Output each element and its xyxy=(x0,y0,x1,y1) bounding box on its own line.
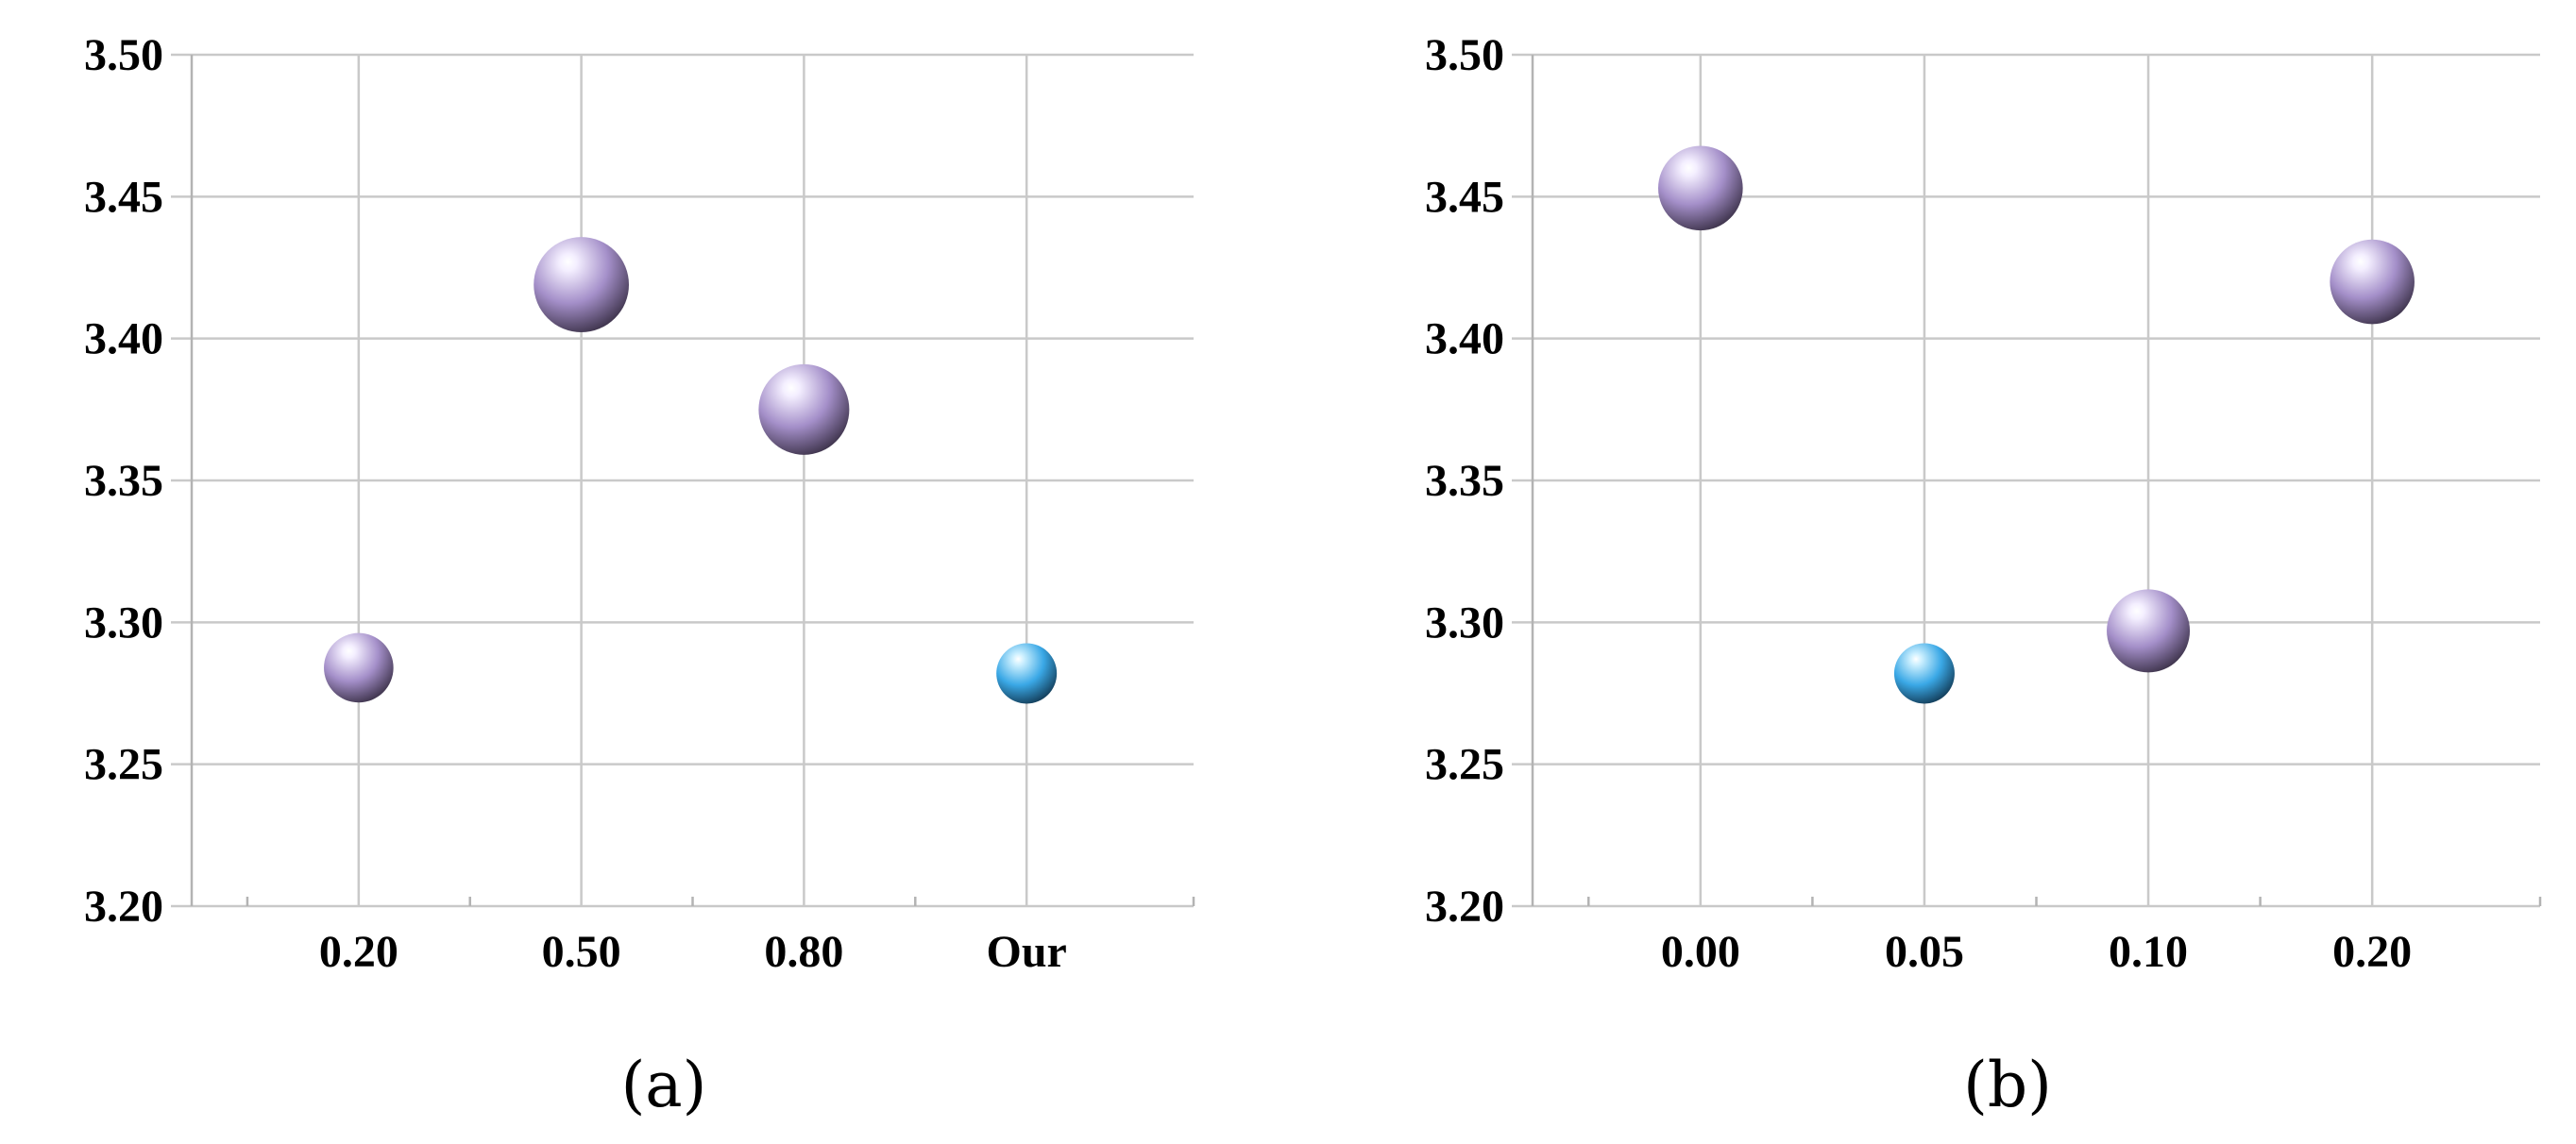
y-tick-label: 3.50 xyxy=(84,30,163,80)
x-tick-label: 0.05 xyxy=(1885,927,1964,977)
chart-a: 3.20 3.25 3.30 3.35 3.40 3.45 3.50 0.20 0.50 0.80… xyxy=(84,30,1195,1121)
bubble-0.10 xyxy=(2107,589,2191,673)
subfigure-caption: (b) xyxy=(1963,1049,2052,1121)
y-tick-label: 3.35 xyxy=(84,456,163,506)
x-tick-label: 0.80 xyxy=(764,927,843,977)
y-tick-label: 3.25 xyxy=(1425,740,1504,790)
bubble-0.20 xyxy=(2330,239,2415,325)
bubble-0.50 xyxy=(534,237,630,332)
x-tick-label: 0.20 xyxy=(319,927,398,977)
y-tick-label: 3.20 xyxy=(84,882,163,932)
x-tick-label: 0.10 xyxy=(2109,927,2188,977)
y-tick-label: 3.45 xyxy=(84,172,163,222)
bubble-0.05 xyxy=(1893,643,1955,704)
bubble-Our xyxy=(996,643,1058,704)
y-tick-label: 3.40 xyxy=(84,314,163,364)
subfigure-caption: (a) xyxy=(621,1049,707,1121)
y-tick-label: 3.25 xyxy=(84,740,163,790)
y-tick-label: 3.30 xyxy=(1425,597,1504,648)
x-tick-label: Our xyxy=(986,927,1066,977)
bubble-0.00 xyxy=(1658,145,1743,231)
y-tick-label: 3.50 xyxy=(1425,30,1504,80)
y-tick-label: 3.30 xyxy=(84,597,163,648)
bubble-0.80 xyxy=(758,363,850,455)
x-tick-label: 0.50 xyxy=(542,927,621,977)
x-tick-label: 0.20 xyxy=(2332,927,2412,977)
y-tick-label: 3.20 xyxy=(1425,882,1504,932)
x-tick-label: 0.00 xyxy=(1661,927,1740,977)
chart-b: 3.20 3.25 3.30 3.35 3.40 3.45 3.50 0.00 0.05 0.10… xyxy=(1425,30,2542,1121)
y-tick-label: 3.35 xyxy=(1425,456,1504,506)
bubble-0.20 xyxy=(324,632,394,703)
y-tick-label: 3.45 xyxy=(1425,172,1504,222)
y-tick-label: 3.40 xyxy=(1425,314,1504,364)
